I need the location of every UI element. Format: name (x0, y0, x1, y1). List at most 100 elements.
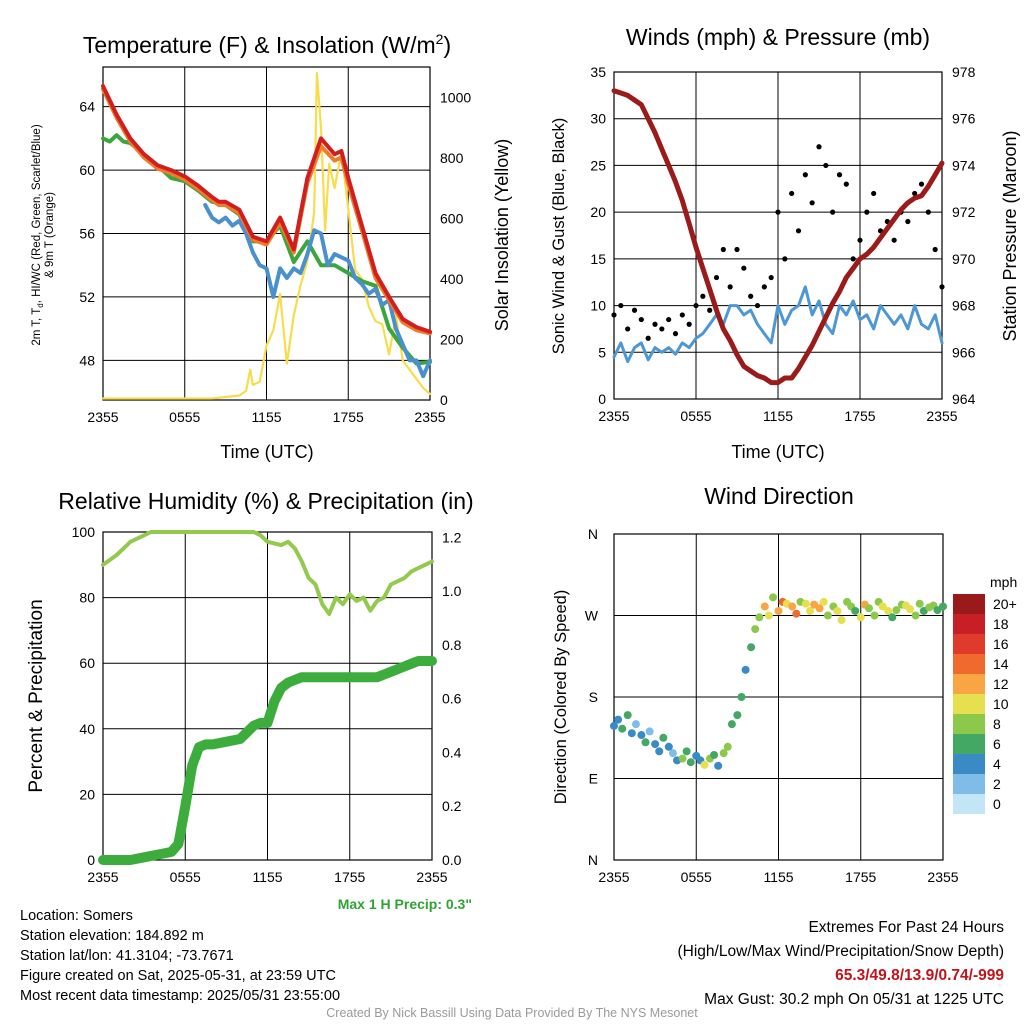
direction-tick-label: N (588, 526, 598, 542)
direction-point (915, 599, 924, 608)
gust-point (659, 326, 665, 332)
direction-point (755, 613, 764, 622)
gust-point (795, 228, 802, 234)
gust-point (864, 209, 870, 215)
gust-point (720, 246, 726, 253)
gust-point (707, 307, 713, 313)
humidity-panel: Relative Humidity (%) & Precipitation (i… (26, 488, 474, 885)
winds-ylabel: Sonic Wind & Gust (Blue, Black) (550, 118, 568, 355)
figure-created: Figure created on Sat, 2025-05-31, at 23… (20, 968, 336, 984)
direction-point (892, 606, 901, 615)
pressure-line (611, 88, 945, 386)
humidity-ticks: 2355 0555 1155 1755 23550204060801000.00.20.… (72, 524, 462, 885)
y2-tick-label: 0.4 (442, 744, 462, 760)
direction-point (700, 760, 709, 769)
y-tick-label: 25 (590, 157, 606, 173)
y2-tick-label: 200 (440, 331, 464, 347)
winds-title: Winds (mph) & Pressure (mb) (626, 24, 930, 50)
y2-tick-label: 1.0 (442, 583, 462, 599)
legend-label: 2 (993, 776, 1001, 792)
gust-point (611, 312, 617, 318)
series-line-2m-t (101, 84, 432, 334)
direction-point (727, 720, 736, 729)
temperature-ylabel-line2: & 9m T (Orange) (44, 192, 56, 278)
gust-point (857, 237, 863, 243)
direction-point (627, 729, 636, 738)
credit-line: Created By Nick Bassill Using Data Provi… (326, 1006, 698, 1020)
y2-tick-label: 974 (952, 157, 976, 173)
temperature-ylabel: 2m T, Td, HI/WC (Red, Green, Scarlet/Blu… (31, 124, 45, 345)
direction-point (655, 747, 664, 756)
max-precip-note: Max 1 H Precip: 0.3" (337, 896, 472, 912)
humidity-gridlines (103, 532, 432, 860)
max-gust: Max Gust: 30.2 mph On 05/31 at 1225 UTC (704, 991, 1004, 1008)
legend-swatch (953, 674, 985, 694)
y2-tick-label: 600 (440, 210, 464, 226)
legend-swatch (953, 714, 985, 734)
temperature-ticks: 2355 0555 1155 1755 2355 48 52 56 60 64 0 200 400 600… (79, 89, 471, 425)
legend-swatch (953, 694, 985, 714)
gust-point (652, 321, 658, 327)
y2-tick-label: 978 (952, 64, 976, 80)
y-tick-label: 30 (590, 111, 606, 127)
direction-point (719, 749, 728, 758)
station-info: Location: Somers Station elevation: 184.… (20, 906, 340, 1006)
direction-point (641, 738, 650, 747)
direction-point (833, 606, 842, 615)
legend-label: 4 (993, 756, 1001, 772)
direction-tick-label: N (588, 852, 598, 868)
direction-point (682, 747, 691, 756)
direction-tick-label: W (585, 608, 599, 624)
direction-tick-label: E (589, 771, 598, 787)
y-tick-label: 10 (590, 298, 606, 314)
x-tick-label: 2355 (598, 869, 629, 885)
y-tick-label: 5 (598, 344, 606, 360)
direction-point (710, 750, 719, 759)
winds-ticks: 2355 0555 1155 1755 235505101520253035964966… (590, 64, 975, 424)
gust-point (713, 274, 720, 281)
gust-point (918, 181, 925, 187)
x-tick-label: 0555 (169, 409, 200, 425)
x-tick-label: 2355 (87, 409, 118, 425)
y-tick-label: 15 (590, 251, 606, 267)
direction-point (659, 733, 668, 742)
winds-series (611, 88, 945, 386)
gust-point (727, 284, 733, 290)
direction-point (806, 606, 815, 615)
y2-tick-label: 976 (952, 111, 976, 127)
gust-point (843, 181, 849, 187)
y2-tick-label: 0.2 (442, 798, 462, 814)
direction-point (737, 693, 746, 701)
direction-tick-label: S (589, 689, 598, 705)
legend-label: 0 (993, 796, 1001, 812)
y-tick-label: 35 (590, 64, 606, 80)
direction-point (769, 593, 778, 602)
x-tick-label: 2355 (87, 869, 118, 885)
y2-tick-label: 0.0 (442, 852, 462, 868)
gust-point (775, 209, 781, 215)
legend-label: 18 (993, 616, 1009, 632)
gust-point (645, 335, 651, 341)
x-tick-label: 1155 (252, 869, 282, 885)
x-tick-label: 2355 (416, 869, 447, 885)
direction-point (614, 715, 623, 724)
direction-point (678, 754, 687, 763)
direction-point (939, 602, 947, 611)
extremes-block: Extremes For Past 24 Hours (High/Low/Max… (678, 916, 1005, 1012)
gust-point (905, 218, 911, 225)
legend-label: 20+ (993, 596, 1017, 612)
gust-point (734, 246, 740, 253)
recent-timestamp: Most recent data timestamp: 2025/05/31 2… (20, 988, 341, 1004)
x-tick-label: 1155 (763, 869, 793, 885)
winds-xlabel: Time (UTC) (731, 442, 824, 462)
y2-tick-label: 970 (952, 251, 976, 267)
legend-swatch (953, 594, 985, 614)
gust-point (823, 162, 829, 169)
humidity-series (98, 530, 437, 865)
x-tick-label: 1155 (763, 408, 793, 424)
gust-point (754, 302, 761, 309)
station-elevation: Station elevation: 184.892 m (20, 928, 204, 944)
gust-point (789, 190, 795, 197)
direction-point (623, 711, 632, 720)
y-tick-label: 20 (590, 204, 606, 220)
